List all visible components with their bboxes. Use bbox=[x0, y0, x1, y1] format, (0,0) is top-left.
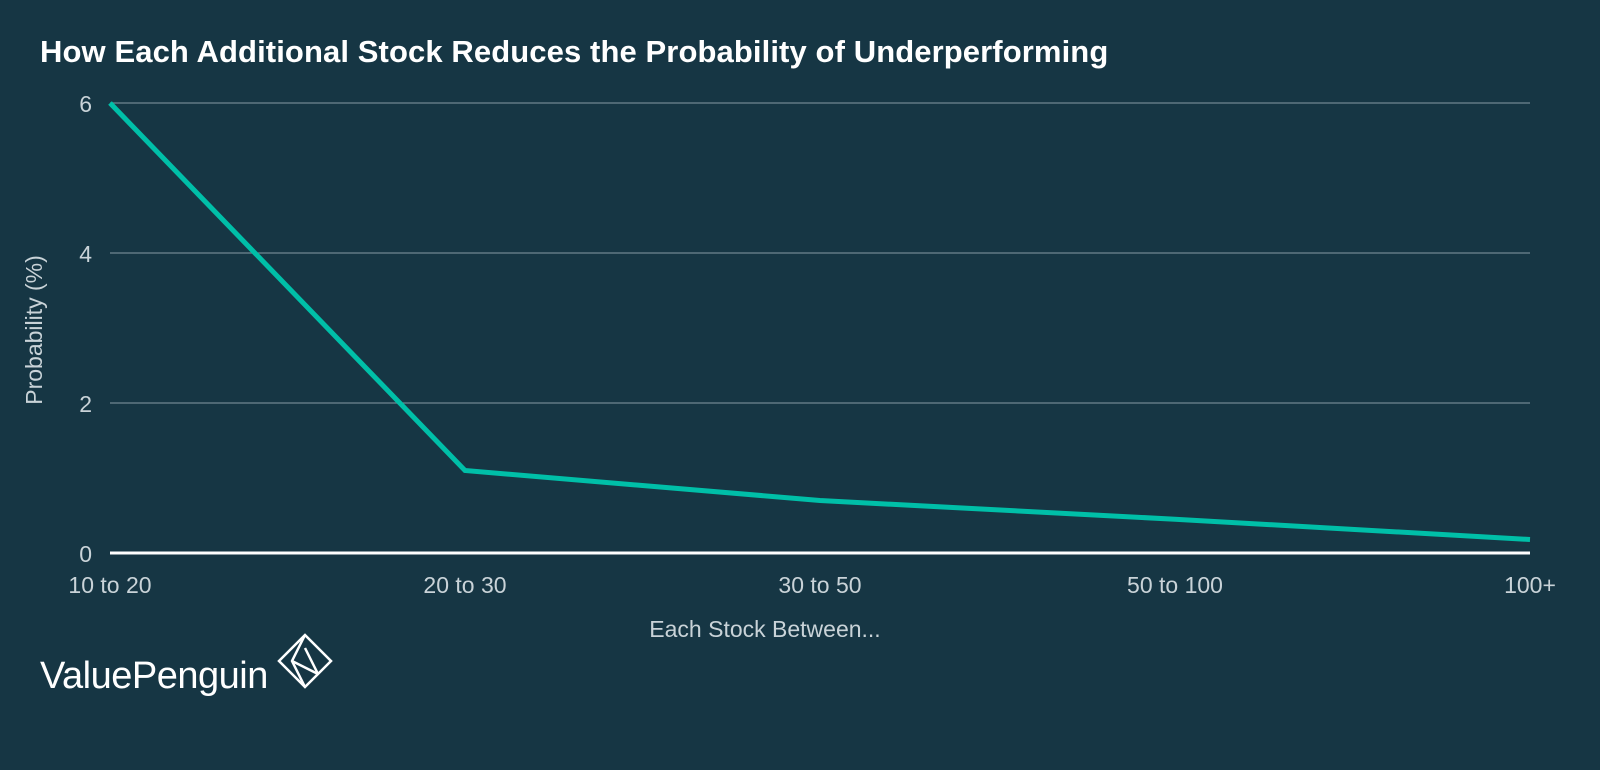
y-tick-label: 2 bbox=[79, 391, 92, 417]
y-tick-label: 6 bbox=[79, 91, 92, 117]
x-tick-label: 20 to 30 bbox=[423, 572, 506, 598]
x-axis-label: Each Stock Between... bbox=[649, 616, 880, 642]
chart-title: How Each Additional Stock Reduces the Pr… bbox=[40, 34, 1109, 69]
grid-layer bbox=[110, 102, 1530, 555]
x-tick-label: 50 to 100 bbox=[1127, 572, 1223, 598]
logo-text: ValuePenguin bbox=[40, 655, 268, 697]
series-line bbox=[108, 101, 1531, 542]
x-tick-label: 10 to 20 bbox=[68, 572, 151, 598]
x-tick-label: 30 to 50 bbox=[778, 572, 861, 598]
valuepenguin-logo: ValuePenguin bbox=[40, 633, 334, 698]
series-layer bbox=[108, 101, 1531, 542]
x-axis-ticks: 10 to 20 20 to 30 30 to 50 50 to 100 100+ bbox=[68, 572, 1555, 598]
diamond-logo-icon bbox=[276, 632, 334, 695]
y-axis-label: Probability (%) bbox=[21, 255, 47, 405]
x-tick-label: 100+ bbox=[1504, 572, 1556, 598]
y-axis-ticks: 0 2 4 6 bbox=[79, 91, 92, 567]
y-tick-label: 4 bbox=[79, 241, 92, 267]
y-tick-label: 0 bbox=[79, 541, 92, 567]
